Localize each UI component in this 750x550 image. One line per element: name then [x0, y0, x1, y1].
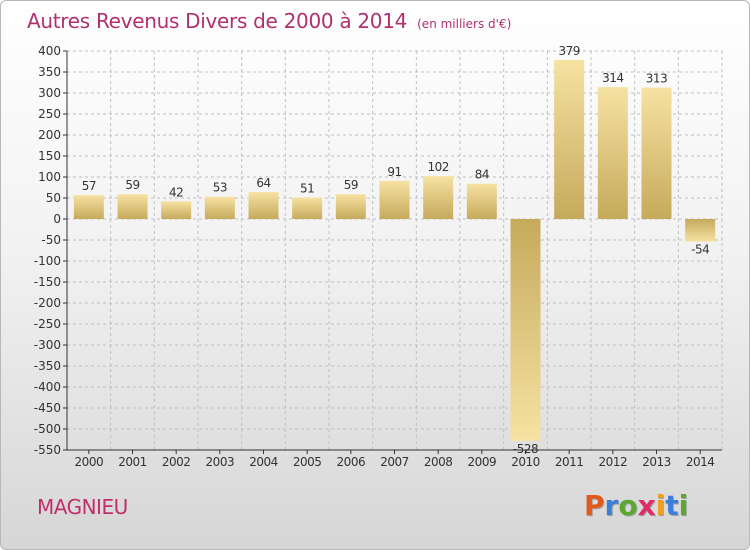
x-tick-label: 2005: [293, 455, 322, 469]
bar-2001: [117, 194, 148, 219]
y-tick-label: 350: [38, 65, 61, 79]
value-label: 313: [646, 72, 667, 86]
logo-letter: i: [655, 489, 666, 522]
x-tick-label: 2002: [162, 455, 191, 469]
value-label: 59: [125, 178, 139, 192]
x-tick-label: 2013: [642, 455, 671, 469]
y-tick-label: 400: [38, 44, 61, 58]
y-tick-label: 250: [38, 107, 61, 121]
y-tick-label: 50: [46, 191, 61, 205]
bar-2005: [292, 197, 323, 219]
x-tick-label: 2010: [511, 455, 540, 469]
x-tick-label: 2000: [75, 455, 104, 469]
value-label: 59: [344, 178, 358, 192]
bar-2010: [510, 219, 541, 441]
logo-letter: t: [665, 489, 679, 522]
y-tick-label: 150: [38, 149, 61, 163]
y-tick-label: 200: [38, 128, 61, 142]
y-tick-label: -200: [34, 296, 61, 310]
y-tick-label: -400: [34, 380, 61, 394]
y-tick-label: 0: [53, 212, 61, 226]
y-tick-label: -250: [34, 317, 61, 331]
bar-2007: [379, 180, 410, 219]
y-tick-label: 300: [38, 86, 61, 100]
bar-2000: [73, 195, 104, 219]
value-label: 314: [602, 71, 623, 85]
bar-2004: [248, 192, 279, 219]
logo-letter: x: [637, 489, 656, 522]
axes: 400 350 300 250 200 150 100 50 0 -50 -100 -150 -200 -…: [34, 44, 722, 469]
value-label: 379: [558, 44, 579, 58]
x-tick-label: 2003: [206, 455, 235, 469]
x-tick-label: 2006: [337, 455, 366, 469]
value-label: -54: [691, 243, 709, 257]
value-label: 51: [300, 182, 314, 196]
y-tick-label: -500: [34, 422, 61, 436]
x-tick-label: 2012: [599, 455, 628, 469]
value-label: 57: [82, 179, 96, 193]
x-tick-label: 2004: [249, 455, 278, 469]
bar-2009: [466, 183, 497, 219]
value-label: 53: [213, 181, 227, 195]
y-tick-label: -50: [41, 233, 61, 247]
y-tick-label: -450: [34, 401, 61, 415]
bar-2006: [335, 194, 366, 219]
commune-name: MAGNIEU: [37, 495, 128, 519]
logo-letter: r: [604, 489, 619, 522]
value-label: 42: [169, 185, 183, 199]
bar-2008: [423, 176, 454, 219]
value-label: 64: [256, 176, 270, 190]
bar-2013: [641, 87, 672, 219]
bar-2011: [554, 59, 585, 219]
x-tick-label: 2008: [424, 455, 453, 469]
bar-2014: [685, 219, 716, 242]
logo-letter: o: [618, 489, 638, 522]
bar-2003: [204, 196, 235, 219]
y-tick-label: -150: [34, 275, 61, 289]
x-tick-label: 2014: [686, 455, 715, 469]
x-tick-label: 2009: [468, 455, 497, 469]
chart-title: Autres Revenus Divers de 2000 à 2014 (en…: [27, 9, 511, 33]
chart-title-text: Autres Revenus Divers de 2000 à 2014: [27, 9, 408, 33]
y-tick-label: -350: [34, 359, 61, 373]
logo-letter: P: [584, 489, 605, 522]
value-label: -528: [513, 442, 538, 456]
x-tick-label: 2011: [555, 455, 584, 469]
chart-subtitle: (en milliers d'€): [417, 17, 512, 31]
y-tick-label: 100: [38, 170, 61, 184]
logo-letter: i: [678, 489, 689, 522]
value-label: 84: [475, 168, 489, 182]
value-label: 91: [387, 165, 401, 179]
bar-2012: [597, 87, 628, 220]
value-label: 102: [427, 160, 448, 174]
x-tick-label: 2001: [118, 455, 147, 469]
y-tick-label: -100: [34, 254, 61, 268]
proxiti-logo: Proxiti: [584, 489, 688, 522]
bars: [73, 59, 716, 441]
y-tick-label: -300: [34, 338, 61, 352]
bar-2002: [161, 201, 192, 219]
value-labels: 57 59 42 53 64 51 59 91 102 84 -528 379 314 313 -54: [82, 44, 710, 456]
x-tick-label: 2007: [380, 455, 409, 469]
y-tick-label: -550: [34, 443, 61, 457]
